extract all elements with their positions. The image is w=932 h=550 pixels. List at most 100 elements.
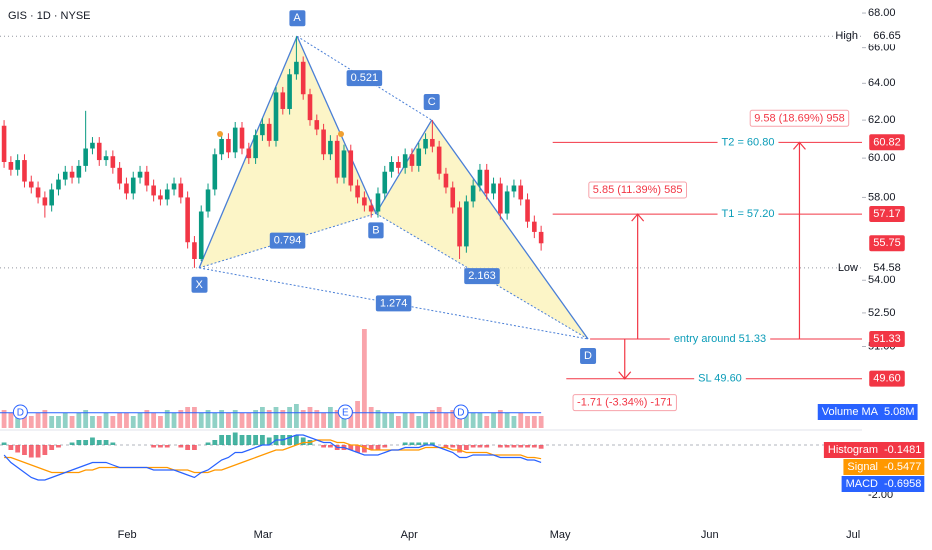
candle-body (362, 197, 367, 206)
volume-bar (538, 416, 544, 428)
candle-body (185, 197, 190, 243)
candle-body (137, 171, 143, 178)
candle-body (192, 242, 197, 259)
volume-bar (389, 413, 394, 428)
candle-body (96, 142, 102, 161)
histogram-bar (463, 445, 469, 450)
volume-legend-box (817, 404, 883, 420)
macd-legend-value-box (881, 442, 925, 458)
candle-body (307, 94, 313, 121)
level-label: SL 49.60 (698, 373, 742, 385)
low-price: 54.58 (873, 262, 901, 274)
candle-body (90, 142, 95, 149)
histogram-bar (232, 432, 238, 445)
volume-bar (212, 413, 218, 428)
level-price: 51.33 (873, 333, 901, 345)
volume-bar (348, 410, 354, 428)
candle-body (375, 193, 381, 212)
volume-bar (158, 416, 163, 428)
x-tick-label: May (550, 529, 571, 541)
pattern-point-label-box (580, 347, 597, 364)
volume-bar (253, 410, 259, 428)
volume-bar (35, 413, 41, 428)
volume-bar (382, 413, 388, 428)
macd-legend-box (843, 459, 882, 475)
volume-bar (300, 410, 306, 428)
candle-body (470, 185, 476, 202)
level-price-box (869, 206, 905, 223)
level-price: 57.17 (873, 208, 901, 220)
volume-bar (164, 410, 170, 428)
candle-body (151, 185, 156, 196)
macd-legend-box (841, 476, 883, 492)
y-tick-label: 58.00 (868, 191, 896, 203)
event-marker (453, 404, 469, 420)
histogram-bar (531, 445, 537, 448)
candle-body (300, 61, 306, 95)
candle-body (450, 187, 456, 208)
macd-legend-value-box (881, 476, 925, 492)
x-tick-label: Feb (118, 529, 137, 541)
histogram-bar (49, 445, 55, 450)
volume-bar (280, 410, 286, 428)
low-price-box (869, 259, 905, 276)
volume-bar (314, 410, 320, 428)
candle-body (239, 127, 245, 149)
candle-body (144, 171, 150, 186)
candle-body (368, 205, 374, 212)
histogram-bar (266, 437, 272, 445)
histogram-bar (90, 437, 95, 445)
histogram-bar (409, 442, 415, 445)
volume-bar (497, 410, 503, 428)
volume-bar (83, 410, 89, 428)
macd-line (3, 434, 542, 481)
histogram-bar (477, 445, 483, 448)
candle-body (348, 150, 354, 186)
histogram-bar (348, 445, 354, 450)
level-label-box (694, 370, 746, 387)
candle-body (158, 195, 163, 200)
histogram-bar (219, 435, 225, 445)
volume-bar (287, 407, 292, 428)
histogram-bar (8, 445, 14, 450)
candle-body (532, 221, 537, 232)
histogram-bar (484, 445, 490, 448)
histogram-bar (96, 440, 102, 445)
level-price-box (869, 370, 905, 387)
level-label-box (717, 134, 779, 151)
volume-bar (62, 413, 68, 428)
volume-bar (192, 407, 197, 428)
histogram-bar (504, 445, 510, 448)
ratio-label: 1.274 (380, 297, 408, 309)
histogram-bar (178, 445, 184, 448)
candle-body (253, 135, 258, 159)
candle-body (83, 148, 88, 166)
histogram-bar (538, 445, 544, 449)
volume-bar (130, 416, 136, 428)
volume-legend-value-box (881, 404, 918, 420)
candle-body (62, 171, 68, 180)
chart-title: GIS · 1D · NYSE (8, 10, 91, 22)
macd-legend-value: -0.5477 (884, 461, 921, 473)
histogram-bar (205, 442, 211, 445)
pattern-point-label: B (372, 224, 379, 236)
measure-label-box (588, 181, 688, 199)
ratio-label: 0.521 (351, 72, 379, 84)
candle-body (314, 120, 320, 130)
histogram-bar (164, 445, 170, 448)
histogram-bar (1, 442, 7, 445)
histogram-bar (239, 435, 245, 445)
volume-bar (8, 413, 14, 428)
candle-body (178, 183, 184, 198)
measure-arrowhead (631, 213, 645, 222)
histogram-bar (443, 445, 449, 448)
candle-body (280, 92, 286, 109)
candle-body (8, 162, 14, 170)
volume-bar (477, 413, 483, 428)
candle-body (124, 183, 129, 194)
level-price: 49.60 (873, 373, 901, 385)
measure-label-box (572, 394, 677, 412)
histogram-bar (158, 445, 163, 448)
y-tick-label: 52.50 (868, 307, 896, 319)
histogram-bar (103, 440, 109, 445)
